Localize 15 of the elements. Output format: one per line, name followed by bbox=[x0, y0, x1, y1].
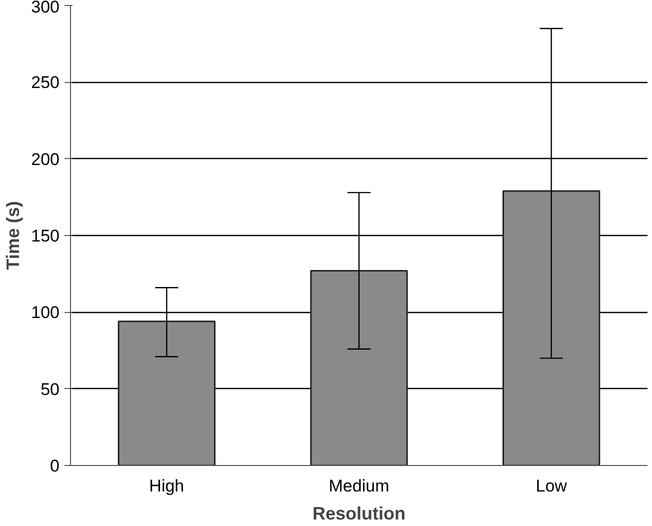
y-tick-label: 50 bbox=[40, 380, 60, 399]
y-tick-label: 100 bbox=[31, 303, 60, 322]
bar bbox=[310, 270, 408, 466]
y-tick-label: 150 bbox=[31, 226, 60, 246]
x-tick-label: Medium bbox=[328, 476, 390, 496]
x-tick-label: High bbox=[149, 476, 184, 496]
y-tick-label: 300 bbox=[31, 0, 60, 16]
bar bbox=[502, 190, 600, 466]
bar bbox=[118, 320, 216, 466]
y-axis-title: Time (s) bbox=[3, 201, 24, 270]
x-axis-title: Resolution bbox=[312, 504, 406, 524]
x-tick-label: Low bbox=[536, 476, 568, 496]
y-tick-label: 200 bbox=[31, 150, 60, 169]
y-tick-label: 0 bbox=[50, 456, 60, 476]
y-tick-label: 250 bbox=[31, 73, 60, 92]
